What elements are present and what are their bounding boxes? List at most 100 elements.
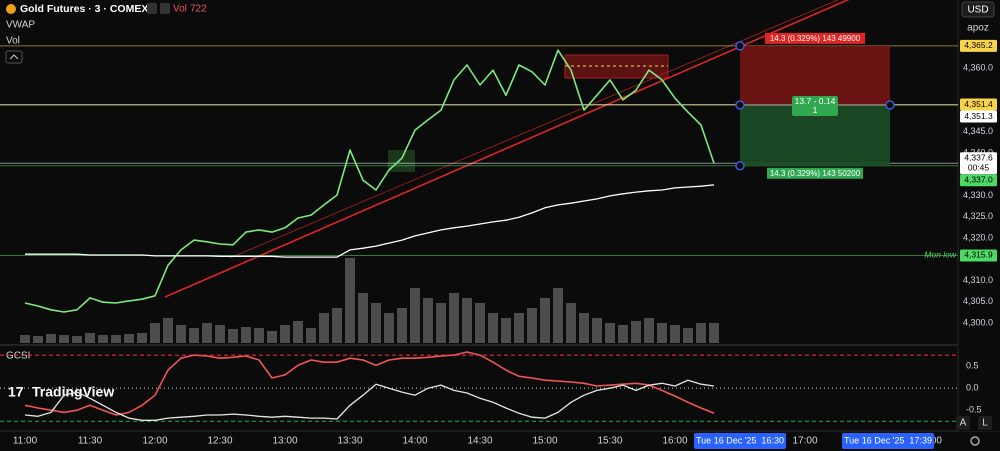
x-tick-label: 12:00 bbox=[142, 436, 167, 447]
price-tag bbox=[960, 152, 997, 175]
collapse-icon bbox=[9, 54, 19, 60]
countdown: 00:45 bbox=[968, 162, 990, 172]
target-label: 14.3 (0.329%) 143 50200 bbox=[770, 169, 861, 178]
trend-line-thin bbox=[229, 0, 839, 259]
price-tag-label: 4,315.9 bbox=[964, 250, 993, 260]
y-tick-label: 0.0 bbox=[966, 383, 979, 393]
drawings bbox=[164, 0, 850, 298]
y-tick-label: 4,325.0 bbox=[963, 211, 993, 221]
volume-bar bbox=[566, 302, 576, 343]
y-tick-label: 4,300.0 bbox=[963, 317, 993, 327]
y-tick-label: 4,360.0 bbox=[963, 62, 993, 72]
volume-bar bbox=[657, 322, 667, 343]
volume-bar bbox=[488, 312, 498, 343]
indicator-legend: Vol bbox=[6, 36, 20, 47]
auto-label: A bbox=[960, 418, 967, 429]
volume-bar bbox=[501, 317, 511, 343]
volume-bar bbox=[189, 327, 199, 343]
x-tick-label: 16:00 bbox=[662, 436, 687, 447]
series-line bbox=[24, 379, 715, 421]
stop-label: 14.3 (0.329%) 143 49900 bbox=[770, 34, 861, 43]
volume-bar bbox=[410, 287, 420, 343]
y-tick-label: 4,330.0 bbox=[963, 190, 993, 200]
volume-bar bbox=[111, 334, 121, 343]
time-label: Tue 16 Dec '25 16:30 bbox=[696, 435, 784, 445]
price-note: Mon low bbox=[924, 250, 957, 260]
volume-bar bbox=[696, 322, 706, 343]
center-label: 1 bbox=[813, 105, 818, 115]
top-right: USD apoz bbox=[961, 1, 995, 34]
price-tag-label: 4,337.0 bbox=[964, 174, 993, 184]
price-tag bbox=[960, 174, 997, 187]
volume-bar bbox=[358, 292, 368, 343]
volume-bar bbox=[527, 307, 537, 343]
x-tick-label: 14:00 bbox=[402, 436, 427, 447]
account: apoz bbox=[967, 23, 989, 34]
price-tag bbox=[960, 98, 997, 111]
volume-bar bbox=[267, 330, 277, 343]
price-tag bbox=[960, 39, 997, 52]
logo-icon: 17 bbox=[8, 384, 24, 400]
volume-legend-value: 722 bbox=[190, 4, 207, 15]
y-tick-label: 4,305.0 bbox=[963, 296, 993, 306]
time-label-box bbox=[842, 433, 934, 449]
trend-line bbox=[164, 0, 850, 298]
volume-bar bbox=[579, 312, 589, 343]
volume-bar bbox=[332, 307, 342, 343]
x-tick-label: 15:30 bbox=[597, 436, 622, 447]
volume-bar bbox=[709, 322, 719, 343]
stop-zone bbox=[740, 45, 890, 105]
indicator-legend: VWAP bbox=[6, 20, 35, 31]
volume-bar bbox=[163, 317, 173, 343]
price-tag-label: 4,351.4 bbox=[964, 99, 993, 109]
volume-bar bbox=[384, 312, 394, 343]
volume-bar bbox=[514, 312, 524, 343]
volume-bar bbox=[137, 332, 147, 343]
volume-bar bbox=[46, 333, 56, 343]
volume-bar bbox=[150, 322, 160, 343]
price-tag bbox=[960, 110, 997, 123]
price-tag-label: 4,351.3 bbox=[964, 111, 993, 121]
zone-drawing bbox=[388, 150, 415, 172]
currency: USD bbox=[967, 5, 988, 16]
price-tag-label: 4,365.2 bbox=[964, 40, 993, 50]
volume-bar bbox=[202, 322, 212, 343]
legend-icon bbox=[160, 3, 170, 14]
volume-bar bbox=[98, 334, 108, 343]
y-tick-label: 4,310.0 bbox=[963, 275, 993, 285]
volume-bar bbox=[644, 317, 654, 343]
volume-bar bbox=[59, 334, 69, 343]
volume-bar bbox=[631, 320, 641, 343]
y-tick-label: 0.5 bbox=[966, 361, 979, 371]
volume-bar bbox=[20, 334, 30, 343]
currency-button[interactable] bbox=[961, 1, 995, 18]
time-label-box bbox=[694, 433, 786, 449]
position-handle bbox=[735, 161, 745, 171]
volume-bar bbox=[423, 297, 433, 343]
position-handle bbox=[735, 41, 745, 51]
volume-bar bbox=[228, 328, 238, 343]
volume-bar bbox=[605, 322, 615, 343]
volume-bar bbox=[176, 324, 186, 343]
volume-legend: Vol bbox=[173, 4, 187, 15]
volume-bar bbox=[85, 332, 95, 343]
volume-bar bbox=[215, 324, 225, 343]
symbol-title: Gold Futures · 3 · COMEX bbox=[20, 3, 148, 15]
brand-name: TradingView bbox=[32, 384, 114, 400]
collapse-button[interactable] bbox=[5, 50, 23, 64]
x-tick-label: 13:00 bbox=[272, 436, 297, 447]
series-line bbox=[24, 49, 715, 313]
volume-bar bbox=[280, 324, 290, 343]
y-tick-label: 4,320.0 bbox=[963, 232, 993, 242]
volume-bar bbox=[319, 312, 329, 343]
x-tick-label: 17:00 bbox=[792, 436, 817, 447]
center-label-box bbox=[792, 95, 838, 116]
volume-bar bbox=[475, 302, 485, 343]
volume-bar bbox=[592, 317, 602, 343]
volume-bar bbox=[72, 335, 82, 343]
auto-button[interactable] bbox=[956, 416, 970, 430]
log-button[interactable] bbox=[978, 416, 992, 430]
settings-button[interactable] bbox=[970, 436, 980, 446]
